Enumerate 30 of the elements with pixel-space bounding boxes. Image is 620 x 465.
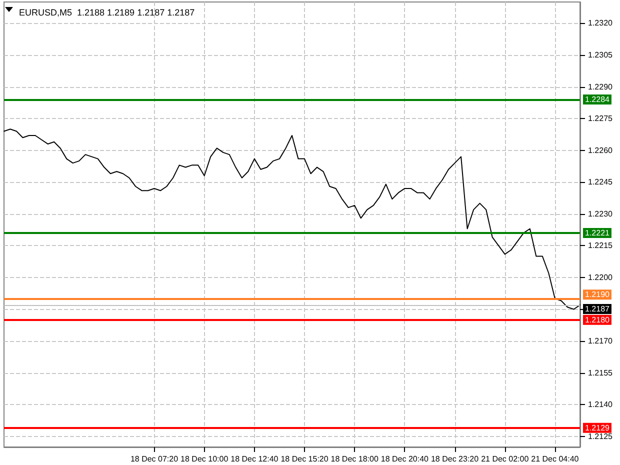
ref-line-label: 1.2284: [585, 94, 610, 104]
x-tick-label: 18 Dec 18:00: [330, 454, 379, 464]
y-tick-label: 1.2245: [588, 178, 614, 187]
x-tick-label: 18 Dec 15:20: [280, 454, 329, 464]
x-tick-label: 18 Dec 07:20: [130, 454, 179, 464]
ref-line-label: 1.2190: [585, 290, 610, 300]
ref-line-label: 1.2221: [585, 228, 610, 238]
y-tick-label: 1.2305: [588, 50, 614, 60]
ref-line-label: 1.2187: [585, 304, 610, 314]
y-tick-label: 1.2170: [588, 336, 614, 346]
text: EURUSD,M5 1.2188 1.2189 1.2187 1.2187: [19, 8, 195, 18]
x-tick-label: 18 Dec 12:40: [230, 454, 279, 464]
y-tick-label: 1.2215: [588, 241, 614, 250]
x-tick-label: 21 Dec 04:40: [531, 454, 580, 464]
ref-line-label: 1.2180: [585, 315, 610, 324]
y-tick-label: 1.2200: [588, 272, 614, 282]
y-tick-label: 1.2290: [588, 82, 614, 92]
ref-line-label: 1.2129: [585, 423, 610, 432]
x-tick-label: 18 Dec 23:20: [430, 454, 480, 464]
y-tick-label: 1.2155: [588, 368, 614, 378]
x-tick-label: 21 Dec 02:00: [481, 454, 530, 464]
y-tick-label: 1.2275: [588, 114, 614, 124]
y-tick-label: 1.2140: [588, 400, 614, 410]
y-tick-label: 1.2320: [588, 18, 614, 28]
y-tick-label: 1.2230: [588, 209, 614, 218]
x-tick-label: 18 Dec 20:40: [380, 454, 430, 464]
y-tick-label: 1.2125: [588, 432, 614, 441]
x-tick-label: 18 Dec 10:00: [180, 454, 229, 464]
line-series: [4, 128, 580, 310]
y-tick-label: 1.2260: [588, 146, 614, 155]
